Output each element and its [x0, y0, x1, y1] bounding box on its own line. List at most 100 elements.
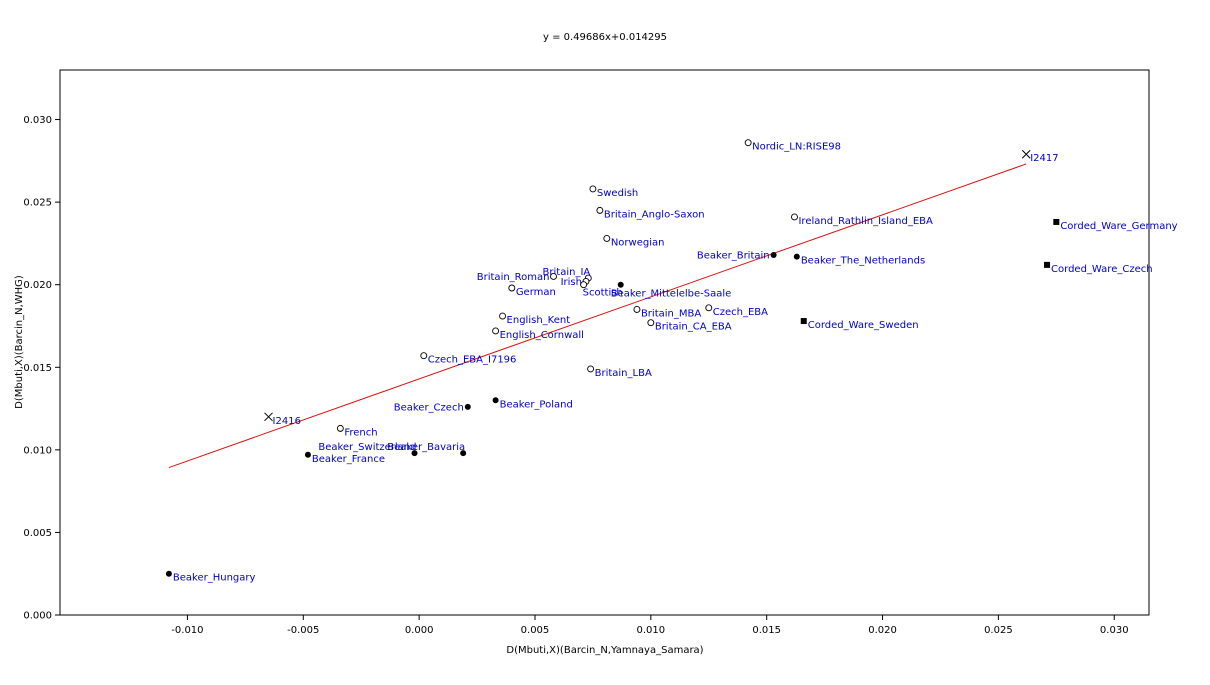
- point-marker-circle: [587, 365, 595, 373]
- point-marker-dot: [770, 251, 777, 258]
- data-point: French: [336, 424, 378, 438]
- data-point: I2416: [264, 412, 301, 427]
- x-tick-label: 0.030: [1100, 625, 1129, 636]
- y-tick-label: 0.000: [23, 611, 52, 622]
- point-marker-circle: [791, 213, 798, 221]
- regression-line: [168, 163, 1027, 469]
- point-label: Beaker_Czech: [394, 402, 464, 413]
- point-label: Ireland_Rathlin_Island_EBA: [798, 216, 933, 227]
- point-marker-circle: [550, 272, 557, 280]
- point-label: Britain_CA_EBA: [655, 322, 732, 333]
- data-point: Beaker_Bavaria: [387, 442, 467, 457]
- data-point: Britain_CA_EBA: [647, 319, 732, 333]
- data-point: Britain_Anglo-Saxon: [596, 206, 705, 220]
- point-label: Irish: [561, 277, 582, 288]
- data-point: Britain_Roman: [477, 272, 557, 283]
- point-marker-cross: [1021, 149, 1031, 159]
- data-point: Beaker_Hungary: [165, 570, 256, 584]
- data-point: Nordic_LN:RISE98: [744, 139, 841, 153]
- point-marker-circle: [336, 424, 344, 432]
- data-point: Britain_MBA: [633, 306, 701, 319]
- point-marker-square: [1053, 218, 1060, 225]
- point-label: Britain_Anglo-Saxon: [604, 209, 705, 220]
- x-tick-label: -0.005: [287, 625, 319, 636]
- point-label: Czech_EBA: [713, 307, 768, 318]
- x-tick-label: 0.000: [405, 625, 434, 636]
- data-point: Beaker_France: [304, 451, 385, 465]
- y-tick-label: 0.005: [23, 528, 52, 539]
- point-marker-circle: [596, 206, 604, 214]
- plot-area: [59, 69, 1150, 616]
- x-axis: -0.010 -0.005 0.000 0.005 0.010 0.015 0.020 0.0…: [171, 615, 1129, 636]
- point-label: English_Cornwall: [500, 330, 584, 341]
- data-point: German: [508, 284, 556, 298]
- x-axis-title: D(Mbuti,X)(Barcin_N,Yamnaya_Samara): [506, 645, 703, 656]
- y-tick-label: 0.010: [23, 445, 52, 456]
- y-tick-label: 0.020: [23, 280, 52, 291]
- point-label: French: [344, 427, 377, 438]
- data-point: I2417: [1021, 149, 1059, 164]
- data-points: Nordic_LN:RISE98 I2417 Swedish Britain_Angl…: [165, 139, 1178, 584]
- point-label: Beaker_Poland: [500, 399, 573, 410]
- data-point: Beaker_Poland: [492, 397, 573, 410]
- point-marker-dot: [617, 281, 624, 288]
- point-label: Czech_EBA_I7196: [428, 355, 517, 366]
- point-label: Corded_Ware_Sweden: [808, 320, 919, 331]
- point-label: Beaker_Switzerland: [318, 442, 416, 453]
- point-marker-dot: [793, 253, 800, 260]
- point-marker-circle: [508, 284, 516, 292]
- y-tick-label: 0.030: [23, 115, 52, 126]
- data-point: Beaker_The_Netherlands: [793, 253, 925, 267]
- point-label: Scottish: [583, 288, 623, 299]
- y-axis: 0.000 0.005 0.010 0.015 0.020 0.025 0.030: [23, 115, 60, 622]
- data-point: Britain_LBA: [587, 365, 652, 379]
- data-point: Corded_Ware_Czech: [1044, 261, 1153, 275]
- point-label: Beaker_Bavaria: [387, 442, 465, 453]
- point-label: Beaker_France: [312, 454, 385, 465]
- data-point: Beaker_Britain: [697, 250, 777, 261]
- x-tick-label: 0.015: [752, 625, 781, 636]
- data-point: Swedish: [589, 185, 638, 199]
- data-point: Czech_EBA_I7196: [420, 352, 517, 366]
- point-marker-circle: [647, 319, 655, 327]
- point-marker-circle: [705, 304, 713, 312]
- point-label: I2416: [273, 416, 301, 427]
- point-marker-dot: [165, 570, 172, 577]
- data-point: Czech_EBA: [705, 304, 768, 318]
- point-marker-circle: [499, 312, 507, 320]
- y-axis-title: D(Mbuti,X)(Barcin_N,WHG): [14, 275, 25, 409]
- x-tick-label: 0.010: [637, 625, 666, 636]
- point-label: German: [516, 287, 556, 298]
- point-marker-dot: [492, 397, 499, 404]
- data-point: Corded_Ware_Germany: [1053, 218, 1178, 232]
- point-marker-circle: [420, 352, 428, 360]
- y-tick-label: 0.025: [23, 198, 52, 209]
- data-point: Ireland_Rathlin_Island_EBA: [791, 213, 933, 227]
- data-point: Beaker_Switzerland: [318, 442, 418, 457]
- data-point: Scottish: [580, 281, 623, 299]
- point-label: Beaker_Hungary: [173, 573, 256, 584]
- point-marker-dot: [464, 403, 471, 410]
- point-label: Beaker_The_Netherlands: [801, 256, 925, 267]
- point-label: Beaker_Mittelelbe-Saale: [611, 289, 732, 300]
- point-marker-square: [800, 318, 807, 325]
- point-marker-circle: [580, 281, 588, 289]
- point-label: Nordic_LN:RISE98: [752, 142, 841, 153]
- x-tick-label: 0.020: [868, 625, 897, 636]
- point-marker-dot: [304, 451, 311, 458]
- x-tick-label: 0.025: [984, 625, 1013, 636]
- regression-equation: y = 0.49686x+0.014295: [543, 32, 667, 43]
- point-marker-dot: [411, 450, 418, 457]
- data-point: Corded_Ware_Sweden: [800, 318, 919, 331]
- point-label: Britain_MBA: [641, 308, 701, 319]
- point-label: Britain_IA: [543, 267, 591, 278]
- data-point: Beaker_Mittelelbe-Saale: [611, 281, 732, 300]
- point-marker-circle: [744, 139, 752, 147]
- x-tick-label: -0.010: [171, 625, 203, 636]
- point-marker-circle: [589, 185, 597, 193]
- point-label: Corded_Ware_Germany: [1060, 221, 1177, 232]
- point-marker-square: [1044, 261, 1051, 268]
- point-label: English_Kent: [507, 315, 571, 326]
- point-marker-circle: [492, 327, 500, 335]
